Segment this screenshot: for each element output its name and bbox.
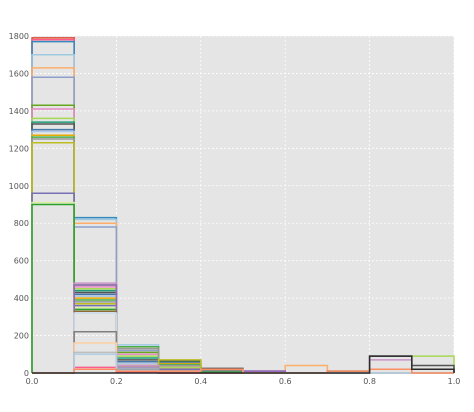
y-tick-label: 1000 bbox=[9, 182, 29, 191]
y-tick-label: 600 bbox=[14, 257, 29, 266]
histogram-series-layer bbox=[31, 37, 455, 374]
y-tick-label: 1600 bbox=[9, 69, 29, 78]
y-tick-label: 1200 bbox=[9, 144, 29, 153]
histogram-series-outline bbox=[32, 368, 454, 374]
y-tick-label: 200 bbox=[14, 332, 29, 341]
x-tick-label: 0.8 bbox=[363, 377, 376, 386]
plot-background bbox=[32, 36, 454, 373]
y-tick-label: 400 bbox=[14, 294, 29, 303]
histogram-series bbox=[32, 368, 454, 374]
x-tick-label: 0.6 bbox=[279, 377, 292, 386]
y-tick-label: 1800 bbox=[9, 32, 29, 41]
x-tick-label: 1.0 bbox=[448, 377, 461, 386]
x-tick-label: 0.0 bbox=[26, 377, 39, 386]
x-tick-label: 0.2 bbox=[110, 377, 123, 386]
y-tick-label: 800 bbox=[14, 219, 29, 228]
y-tick-label: 1400 bbox=[9, 107, 29, 116]
y-tick-label: 0 bbox=[24, 369, 29, 378]
histogram-series-outline bbox=[32, 355, 455, 374]
tick-label-layer: 0.0 0.2 0.4 0.6 0.8 1.0 0 200 400 600 800 1000 1200 1… bbox=[9, 32, 461, 386]
x-tick-label: 0.4 bbox=[194, 377, 207, 386]
histogram-series bbox=[32, 355, 455, 374]
